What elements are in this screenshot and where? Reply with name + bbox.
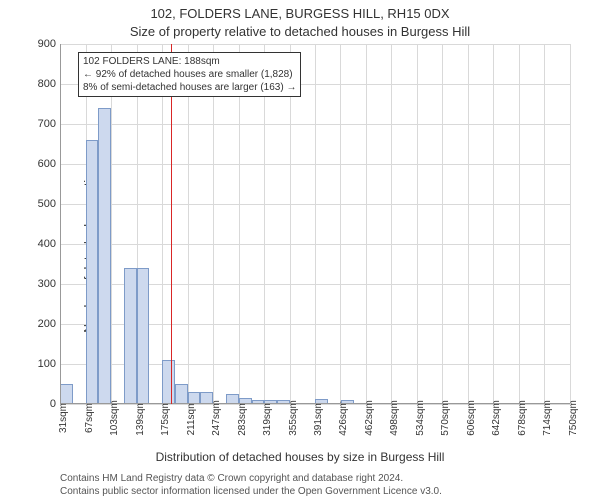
chart-title-main: 102, FOLDERS LANE, BURGESS HILL, RH15 0D… [0,6,600,21]
gridline-vertical [162,44,163,404]
histogram-bar [60,384,73,404]
gridline-vertical [570,44,571,404]
x-tick-label: 175sqm [158,400,171,436]
x-tick-label: 606sqm [464,400,477,436]
gridline-vertical [340,44,341,404]
y-tick-label: 700 [38,118,60,130]
chart-container: 102, FOLDERS LANE, BURGESS HILL, RH15 0D… [0,0,600,500]
x-axis-label: Distribution of detached houses by size … [0,450,600,464]
x-tick-label: 67sqm [82,403,95,433]
y-tick-label: 200 [38,318,60,330]
gridline-vertical [290,44,291,404]
x-tick-label: 283sqm [235,400,248,436]
y-axis-line [60,44,61,404]
x-tick-label: 391sqm [311,400,324,436]
x-tick-label: 570sqm [438,400,451,436]
gridline-vertical [468,44,469,404]
callout-line2: ← 92% of detached houses are smaller (1,… [83,68,296,81]
gridline-vertical [417,44,418,404]
gridline-vertical [519,44,520,404]
x-tick-label: 355sqm [286,400,299,436]
x-tick-label: 642sqm [489,400,502,436]
x-tick-label: 426sqm [336,400,349,436]
y-tick-label: 900 [38,38,60,50]
x-tick-label: 750sqm [566,400,579,436]
gridline-vertical [391,44,392,404]
x-tick-label: 498sqm [387,400,400,436]
histogram-bar [162,360,175,404]
callout-line3: 8% of semi-detached houses are larger (1… [83,81,296,94]
x-tick-label: 103sqm [107,400,120,436]
x-tick-label: 247sqm [209,400,222,436]
x-tick-label: 211sqm [184,401,197,436]
gridline-vertical [442,44,443,404]
histogram-bar [175,384,188,404]
histogram-bar [124,268,137,404]
gridline-vertical [188,44,189,404]
callout-line1: 102 FOLDERS LANE: 188sqm [83,55,296,68]
footnote-line2: Contains public sector information licen… [60,485,442,498]
footnote: Contains HM Land Registry data © Crown c… [60,472,442,498]
chart-title-sub: Size of property relative to detached ho… [0,24,600,39]
y-tick-label: 400 [38,238,60,250]
y-tick-label: 500 [38,198,60,210]
gridline-vertical [264,44,265,404]
gridline-vertical [111,44,112,404]
gridline-vertical [544,44,545,404]
histogram-bar [86,140,99,404]
y-tick-label: 800 [38,78,60,90]
x-axis-line [60,403,570,404]
x-tick-label: 678sqm [515,400,528,436]
x-tick-label: 31sqm [56,403,69,433]
callout-box: 102 FOLDERS LANE: 188sqm← 92% of detache… [78,52,301,97]
y-tick-label: 100 [38,358,60,370]
gridline-vertical [315,44,316,404]
gridline-vertical [213,44,214,404]
plot-area: 010020030040050060070080090031sqm67sqm10… [60,44,570,404]
x-tick-label: 534sqm [413,400,426,436]
gridline-vertical [239,44,240,404]
x-tick-label: 319sqm [260,400,273,436]
x-tick-label: 139sqm [133,400,146,436]
x-tick-label: 714sqm [540,400,553,436]
y-tick-label: 600 [38,158,60,170]
gridline-vertical [366,44,367,404]
y-tick-label: 300 [38,278,60,290]
reference-line [171,44,172,404]
histogram-bar [98,108,111,404]
histogram-bar [137,268,150,404]
gridline-vertical [493,44,494,404]
footnote-line1: Contains HM Land Registry data © Crown c… [60,472,442,485]
x-tick-label: 462sqm [362,400,375,436]
